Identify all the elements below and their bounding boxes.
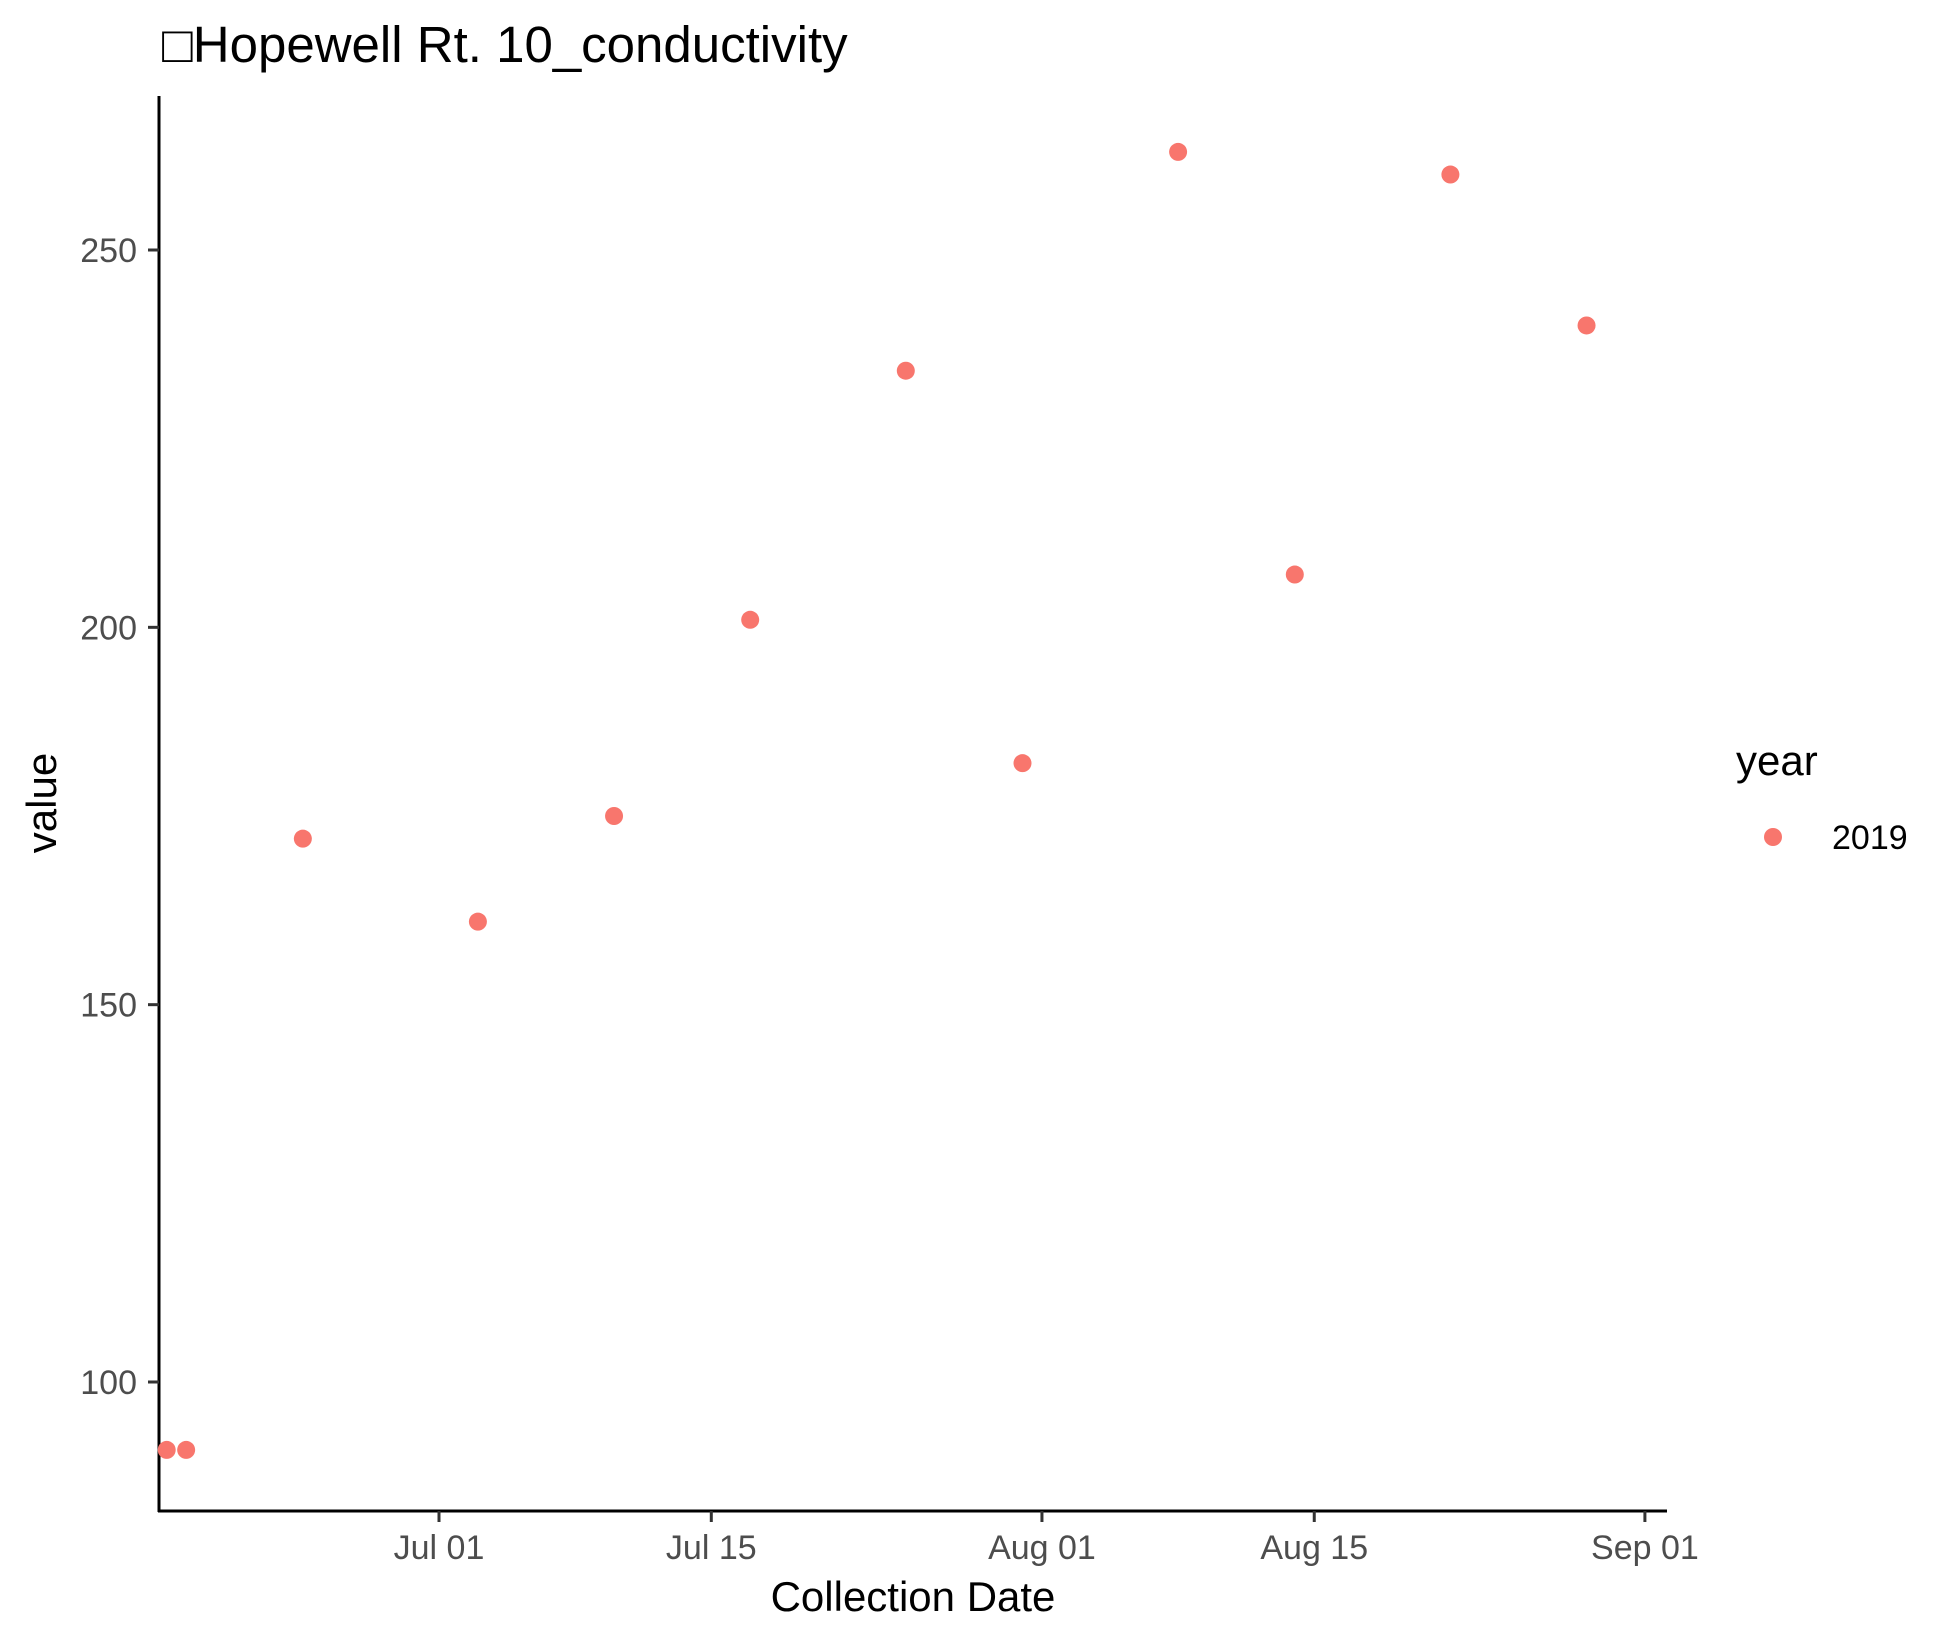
data-points — [157, 142, 1596, 1459]
x-tick-label: Aug 15 — [1260, 1529, 1368, 1567]
data-point — [177, 1440, 196, 1459]
data-point — [157, 1440, 176, 1459]
legend: year 2019 — [1736, 737, 1908, 857]
data-point — [605, 807, 624, 825]
data-point — [741, 610, 760, 629]
x-tick-label: Aug 01 — [988, 1529, 1096, 1567]
x-tick-label: Jul 15 — [666, 1529, 757, 1567]
data-point — [1441, 165, 1460, 184]
data-point — [1013, 754, 1032, 773]
data-point — [1577, 316, 1596, 335]
data-point — [1169, 142, 1188, 161]
chart-title: □Hopewell Rt. 10_conductivity — [162, 16, 848, 73]
legend-key-2019 — [1764, 828, 1782, 846]
legend-title: year — [1736, 737, 1818, 784]
x-axis-ticks: Jul 01 Jul 15 Aug 01 Aug 15 Sep 01 — [394, 1511, 1699, 1567]
x-tick-label: Sep 01 — [1591, 1529, 1699, 1567]
y-axis-title: value — [18, 753, 65, 853]
data-point — [293, 829, 312, 848]
legend-label-2019: 2019 — [1832, 819, 1908, 857]
y-tick-label: 150 — [80, 987, 137, 1025]
data-point — [1285, 565, 1304, 584]
x-axis-title: Collection Date — [771, 1573, 1056, 1620]
y-axis-ticks: 100 150 200 250 — [80, 232, 159, 1402]
data-point — [468, 912, 487, 931]
data-point — [896, 361, 915, 380]
y-tick-label: 250 — [80, 232, 137, 270]
x-tick-label: Jul 01 — [394, 1529, 485, 1567]
y-tick-label: 100 — [80, 1364, 137, 1402]
y-tick-label: 200 — [80, 609, 137, 647]
